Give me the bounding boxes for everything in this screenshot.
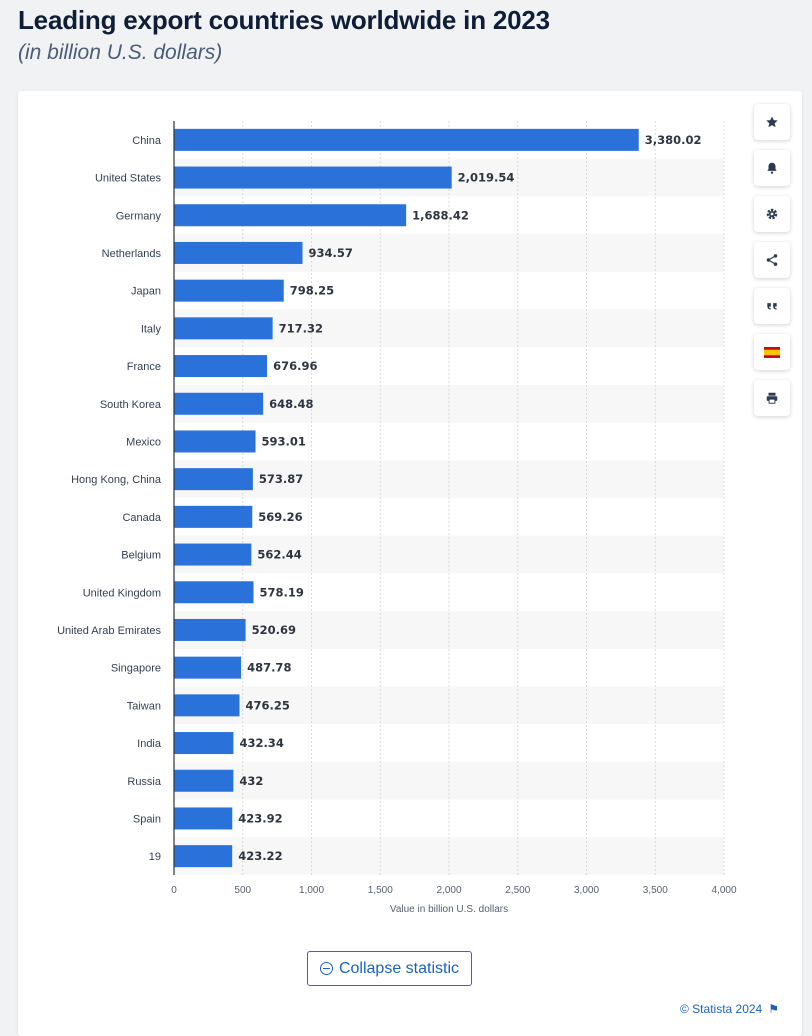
chart-toolbar bbox=[754, 104, 792, 426]
value-label: 476.25 bbox=[245, 698, 289, 712]
bar bbox=[174, 618, 246, 641]
cite-button[interactable] bbox=[754, 288, 790, 324]
category-label: Hong Kong, China bbox=[71, 474, 162, 486]
notification-button[interactable] bbox=[754, 150, 790, 186]
quote-icon bbox=[767, 303, 777, 310]
bar bbox=[174, 807, 233, 830]
value-label: 487.78 bbox=[247, 661, 291, 675]
bar bbox=[174, 392, 264, 415]
bar bbox=[174, 694, 240, 717]
category-label: 19 bbox=[149, 851, 161, 863]
bar bbox=[174, 241, 303, 264]
spain-flag-icon bbox=[764, 346, 780, 358]
category-label: China bbox=[132, 135, 162, 147]
gear-icon bbox=[766, 208, 778, 220]
x-tick-label: 3,500 bbox=[643, 885, 668, 896]
bar bbox=[174, 732, 234, 755]
category-label: United Arab Emirates bbox=[57, 625, 161, 637]
category-label: United States bbox=[95, 173, 162, 185]
category-label: Russia bbox=[127, 776, 162, 788]
category-label: Taiwan bbox=[127, 700, 161, 712]
bar bbox=[174, 845, 233, 868]
category-label: Canada bbox=[122, 512, 161, 524]
bar bbox=[174, 581, 254, 604]
print-icon bbox=[766, 392, 778, 404]
bar bbox=[174, 543, 252, 566]
category-label: Netherlands bbox=[102, 248, 162, 260]
category-label: Singapore bbox=[111, 663, 161, 675]
category-label: United Kingdom bbox=[83, 587, 161, 599]
value-label: 562.44 bbox=[257, 548, 301, 562]
print-button[interactable] bbox=[754, 380, 790, 416]
x-tick-label: 1,500 bbox=[368, 885, 393, 896]
x-tick-label: 3,000 bbox=[574, 885, 599, 896]
x-tick-label: 0 bbox=[171, 885, 177, 896]
value-label: 520.69 bbox=[252, 623, 296, 637]
value-label: 798.25 bbox=[290, 284, 334, 298]
category-label: Mexico bbox=[126, 436, 161, 448]
x-axis-title: Value in billion U.S. dollars bbox=[390, 904, 508, 915]
language-button[interactable] bbox=[754, 334, 790, 370]
share-button[interactable] bbox=[754, 242, 790, 278]
star-icon bbox=[766, 116, 778, 128]
x-tick-label: 4,000 bbox=[711, 885, 736, 896]
favorite-button[interactable] bbox=[754, 104, 790, 140]
bell-icon bbox=[767, 162, 777, 174]
bar bbox=[174, 279, 284, 302]
flag-icon: ⚑ bbox=[768, 1002, 779, 1016]
bar bbox=[174, 468, 253, 491]
category-label: Japan bbox=[131, 286, 161, 298]
share-icon bbox=[766, 254, 778, 266]
row-band bbox=[174, 837, 724, 875]
bar bbox=[174, 317, 273, 340]
value-label: 676.96 bbox=[273, 359, 317, 373]
category-label: Italy bbox=[141, 323, 162, 335]
category-label: Germany bbox=[116, 210, 162, 222]
value-label: 432.34 bbox=[239, 736, 283, 750]
value-label: 432 bbox=[239, 774, 263, 788]
row-band bbox=[174, 384, 724, 423]
category-label: Belgium bbox=[121, 550, 161, 562]
x-tick-label: 2,000 bbox=[436, 885, 461, 896]
value-label: 423.92 bbox=[238, 811, 282, 825]
x-tick-label: 500 bbox=[234, 885, 251, 896]
category-label: Spain bbox=[133, 813, 161, 825]
x-tick-label: 1,000 bbox=[299, 885, 324, 896]
category-label: South Korea bbox=[100, 399, 162, 411]
value-label: 578.19 bbox=[260, 585, 304, 599]
collapse-statistic-label: Collapse statistic bbox=[338, 959, 460, 977]
settings-button[interactable] bbox=[754, 196, 790, 232]
bar bbox=[174, 505, 253, 528]
bar bbox=[174, 204, 407, 227]
bar bbox=[174, 355, 268, 378]
chart-subtitle: (in billion U.S. dollars) bbox=[18, 41, 223, 64]
category-label: India bbox=[137, 738, 162, 750]
value-label: 569.26 bbox=[258, 510, 302, 524]
value-label: 1,688.42 bbox=[412, 208, 469, 222]
value-label: 648.48 bbox=[269, 397, 313, 411]
value-label: 423.22 bbox=[238, 849, 282, 863]
value-label: 717.32 bbox=[279, 321, 323, 335]
value-label: 3,380.02 bbox=[645, 133, 702, 147]
category-label: France bbox=[127, 361, 161, 373]
value-label: 934.57 bbox=[309, 246, 353, 260]
bar bbox=[174, 769, 234, 792]
statista-credit[interactable]: © Statista 2024 ⚑ bbox=[680, 1002, 779, 1016]
bar bbox=[174, 128, 639, 151]
collapse-statistic-button[interactable]: Collapse statistic bbox=[307, 951, 472, 986]
minus-circle-icon bbox=[319, 962, 333, 975]
value-label: 593.01 bbox=[262, 434, 306, 448]
bar bbox=[174, 166, 452, 189]
credit-text: © Statista 2024 bbox=[680, 1002, 763, 1016]
bar bbox=[174, 430, 256, 453]
chart-title: Leading export countries worldwide in 20… bbox=[18, 5, 550, 35]
title-block: Leading export countries worldwide in 20… bbox=[18, 2, 802, 68]
value-label: 2,019.54 bbox=[458, 171, 515, 185]
x-tick-label: 2,500 bbox=[505, 885, 530, 896]
bar bbox=[174, 656, 242, 679]
value-label: 573.87 bbox=[259, 472, 303, 486]
